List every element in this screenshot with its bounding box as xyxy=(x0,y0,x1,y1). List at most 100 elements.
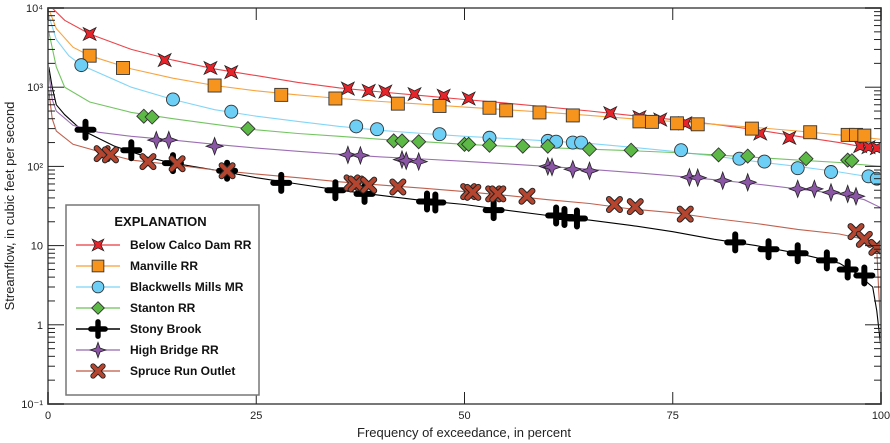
data-point-marker xyxy=(757,154,772,169)
data-point-marker xyxy=(519,188,535,204)
legend-box xyxy=(65,204,260,396)
data-point-marker xyxy=(169,156,185,172)
data-point-marker xyxy=(669,116,684,131)
series-markers-1 xyxy=(82,48,872,143)
legend-label: Blackwells Mills MR xyxy=(130,280,244,294)
data-point-marker xyxy=(738,172,758,192)
legend-title: EXPLANATION xyxy=(114,214,206,229)
data-point-marker xyxy=(350,145,371,166)
legend-marker-icon xyxy=(88,319,108,339)
legend-marker-icon xyxy=(91,301,105,315)
y-tick-label: 10⁻¹ xyxy=(21,399,43,411)
data-point-marker xyxy=(407,86,422,102)
data-point-marker xyxy=(565,108,580,123)
data-point-marker xyxy=(378,84,393,99)
data-point-marker xyxy=(144,109,160,125)
data-point-marker xyxy=(857,128,872,143)
data-point-marker xyxy=(606,197,622,213)
data-point-marker xyxy=(203,60,218,76)
data-point-marker xyxy=(324,179,347,202)
data-point-marker xyxy=(490,186,506,202)
data-point-marker xyxy=(542,157,562,177)
data-point-marker xyxy=(396,151,416,171)
data-point-marker xyxy=(270,171,293,194)
legend-label: Manville RR xyxy=(130,259,198,273)
data-point-marker xyxy=(786,242,809,265)
data-point-marker xyxy=(224,104,239,119)
data-point-marker xyxy=(157,52,172,68)
axes: 0 25 50 75 100 10⁻¹ 1 10 10² 10³ 10⁴ xyxy=(21,3,890,422)
data-point-marker xyxy=(804,179,825,199)
x-tick-label: 50 xyxy=(458,410,470,422)
data-point-marker xyxy=(361,83,376,99)
data-point-marker xyxy=(432,127,447,142)
data-point-marker xyxy=(790,161,805,176)
data-point-marker xyxy=(815,249,838,272)
legend-item: Below Calco Dam RR xyxy=(76,238,252,252)
data-point-marker xyxy=(499,103,514,118)
series-markers-5 xyxy=(146,130,866,206)
x-tick-label: 0 xyxy=(45,410,51,422)
x-tick-label: 25 xyxy=(250,410,262,422)
data-point-marker xyxy=(219,163,235,179)
legend-marker-icon xyxy=(91,238,105,252)
data-point-marker xyxy=(574,135,589,150)
series-markers-0 xyxy=(82,26,881,156)
data-point-marker xyxy=(349,119,364,134)
data-point-marker xyxy=(532,105,547,120)
legend-marker-icon xyxy=(91,364,105,378)
data-point-marker xyxy=(674,143,689,158)
data-point-marker xyxy=(515,138,531,154)
legend-item: Stony Brook xyxy=(76,319,202,339)
series-line-5 xyxy=(48,73,881,209)
data-point-marker xyxy=(424,191,447,214)
legend-label: Below Calco Dam RR xyxy=(130,238,252,252)
data-point-marker xyxy=(461,91,476,106)
data-point-marker xyxy=(603,105,618,121)
data-point-marker xyxy=(688,167,708,188)
data-point-marker xyxy=(579,161,600,181)
data-point-marker xyxy=(623,142,639,158)
data-point-marker xyxy=(837,184,858,204)
data-point-marker xyxy=(724,231,747,254)
legend-item: Manville RR xyxy=(76,259,198,273)
x-tick-label: 100 xyxy=(872,410,890,422)
data-point-marker xyxy=(140,154,156,170)
data-point-marker xyxy=(116,61,130,75)
legend-label: Stanton RR xyxy=(130,301,196,315)
legend-item: Stanton RR xyxy=(76,301,196,315)
data-point-marker xyxy=(482,100,497,115)
data-point-marker xyxy=(690,117,705,132)
data-point-marker xyxy=(82,26,97,42)
data-point-marker xyxy=(644,114,659,129)
data-point-marker xyxy=(328,91,343,106)
data-point-marker xyxy=(853,264,876,287)
y-tick-label: 10³ xyxy=(27,82,43,94)
data-point-marker xyxy=(159,130,179,150)
data-point-marker xyxy=(432,98,447,113)
y-axis-title: Streamflow, in cubic feet per second xyxy=(2,102,17,311)
data-point-marker xyxy=(165,92,180,107)
data-point-marker xyxy=(563,159,583,179)
data-point-marker xyxy=(82,48,97,63)
data-point-marker xyxy=(710,147,727,163)
data-point-marker xyxy=(677,206,693,222)
data-point-marker xyxy=(274,87,289,102)
data-point-marker xyxy=(744,121,759,136)
y-tick-label: 1 xyxy=(37,320,43,332)
series-markers-3 xyxy=(136,108,860,169)
data-point-marker xyxy=(224,64,239,80)
series-line-0 xyxy=(51,8,881,154)
data-point-marker xyxy=(74,58,89,73)
data-point-marker xyxy=(627,199,643,215)
y-tick-label: 10⁴ xyxy=(26,3,43,15)
data-point-marker xyxy=(713,170,733,191)
data-point-marker xyxy=(821,182,841,203)
data-point-marker xyxy=(340,81,356,96)
data-point-marker xyxy=(482,199,505,222)
data-point-marker xyxy=(836,258,859,281)
data-point-marker xyxy=(120,139,143,162)
data-point-marker xyxy=(856,231,872,247)
data-point-marker xyxy=(803,125,818,140)
series-markers xyxy=(74,26,881,287)
